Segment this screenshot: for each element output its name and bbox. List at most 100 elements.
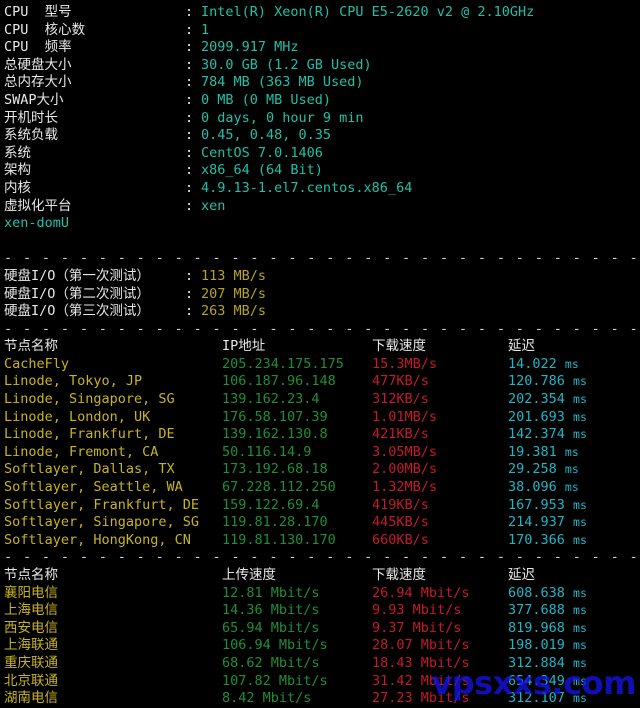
cell-node: Softlayer, Frankfurt, DE bbox=[4, 496, 200, 513]
latency-value: 202.354 bbox=[508, 391, 565, 408]
cell-latency: 38.096 ms bbox=[508, 479, 579, 497]
latency-unit: ms bbox=[564, 462, 579, 477]
sysinfo-value: x86_64 (64 Bit) bbox=[201, 162, 323, 179]
cell-latency: 29.258 ms bbox=[508, 461, 579, 479]
sysinfo-row: 总硬盘大小:30.0 GB (1.2 GB Used) bbox=[4, 57, 640, 75]
cell-node: Softlayer, HongKong, CN bbox=[4, 531, 191, 548]
cell-ip: 50.116.14.9 bbox=[222, 443, 312, 460]
cell-node: 北京联通 bbox=[4, 672, 58, 689]
virtualization-extra-row: xen-domU bbox=[4, 215, 640, 233]
cell-node: 西安电信 bbox=[4, 619, 58, 636]
latency-unit: ms bbox=[573, 585, 587, 600]
cell-download: 312KB/s bbox=[372, 391, 429, 408]
cell-upload: 68.62 Mbit/s bbox=[222, 654, 320, 671]
cell-latency: 608.638 ms bbox=[508, 585, 587, 603]
disk-io-value: 207 MB/s bbox=[201, 285, 267, 302]
header-download-speed: 下载速度 bbox=[372, 567, 426, 583]
cell-download: 27.23 Mbit/s bbox=[372, 690, 470, 707]
sysinfo-row: 开机时长:0 days, 0 hour 9 min bbox=[4, 110, 640, 128]
sysinfo-row: CPU 频率:2099.917 MHz bbox=[4, 39, 640, 57]
sysinfo-value: 0 MB (0 MB Used) bbox=[201, 91, 332, 108]
cell-ip: 205.234.175.175 bbox=[222, 355, 344, 372]
sysinfo-row: 系统负载:0.45, 0.48, 0.35 bbox=[4, 127, 640, 145]
latency-value: 198.019 bbox=[508, 637, 565, 654]
latency-value: 19.381 bbox=[508, 443, 557, 460]
disk-io-row: 硬盘I/O（第一次测试）:113 MB/s bbox=[4, 268, 640, 286]
latency-value: 214.937 bbox=[508, 514, 565, 531]
latency-unit: ms bbox=[573, 515, 587, 530]
latency-value: 170.366 bbox=[508, 531, 565, 548]
table-row: Linode, Singapore, SG 139.162.23.4 312KB/s… bbox=[4, 391, 640, 409]
disk-io-label: 硬盘I/O（第二次测试） bbox=[4, 285, 150, 302]
sysinfo-label: 总硬盘大小 bbox=[4, 56, 72, 73]
sysinfo-colon: : bbox=[185, 74, 194, 91]
cell-ip: 176.58.107.39 bbox=[222, 408, 328, 425]
header-upload-speed: 上传速度 bbox=[222, 567, 276, 583]
latency-unit: ms bbox=[573, 673, 587, 688]
disk-io-value: 263 MB/s bbox=[201, 303, 267, 320]
cell-latency: 312.884 ms bbox=[508, 655, 587, 673]
sysinfo-label: 系统 bbox=[4, 144, 31, 161]
cell-ip: 106.187.96.148 bbox=[222, 373, 336, 390]
cell-download: 477KB/s bbox=[372, 373, 429, 390]
disk-io-row: 硬盘I/O（第二次测试）:207 MB/s bbox=[4, 286, 640, 304]
latency-value: 312.107 bbox=[508, 690, 565, 707]
sysinfo-value: 4.9.13-1.el7.centos.x86_64 bbox=[201, 179, 413, 196]
sysinfo-row: 系统: CentOS 7.0.1406 bbox=[4, 145, 640, 163]
sysinfo-label: CPU 型号 bbox=[4, 4, 72, 20]
sysinfo-value: Intel(R) Xeon(R) CPU E5-2620 v2 @ 2.10GH… bbox=[201, 4, 535, 20]
cell-node: Linode, Tokyo, JP bbox=[4, 373, 143, 390]
cell-download: 31.42 Mbit/s bbox=[372, 672, 470, 689]
cell-download: 26.94 Mbit/s bbox=[372, 584, 470, 601]
header-latency: 延迟 bbox=[508, 567, 535, 583]
sysinfo-row: 总内存大小:784 MB (363 MB Used) bbox=[4, 74, 640, 92]
cell-download: 28.07 Mbit/s bbox=[372, 637, 470, 654]
system-info-block: CPU 型号: Intel(R) Xeon(R) CPU E5-2620 v2 @… bbox=[4, 4, 640, 233]
sysinfo-colon: : bbox=[185, 109, 194, 126]
table-row: Linode, Tokyo, JP 106.187.96.148 477KB/s 12… bbox=[4, 373, 640, 391]
sysinfo-value: xen bbox=[201, 197, 226, 214]
cell-download: 3.05MB/s bbox=[372, 443, 438, 460]
cell-upload: 65.94 Mbit/s bbox=[222, 619, 320, 636]
cell-ip: 67.228.112.250 bbox=[222, 479, 336, 496]
sysinfo-row: 虚拟化平台: xen bbox=[4, 198, 640, 216]
sysinfo-colon: : bbox=[185, 144, 194, 161]
table-row: 襄阳电信 12.81 Mbit/s 26.94 Mbit/s 608.638 ms bbox=[4, 585, 640, 603]
latency-value: 38.096 bbox=[508, 479, 557, 496]
cell-latency: 819.968 ms bbox=[508, 620, 587, 638]
cell-node: CacheFly bbox=[4, 355, 70, 372]
cell-upload: 12.81 Mbit/s bbox=[222, 584, 320, 601]
sysinfo-value: 30.0 GB (1.2 GB Used) bbox=[201, 56, 372, 73]
cell-latency: 167.953 ms bbox=[508, 497, 587, 515]
cell-ip: 139.162.23.4 bbox=[222, 391, 320, 408]
disk-io-colon: : bbox=[185, 267, 194, 284]
sysinfo-value: CentOS 7.0.1406 bbox=[201, 144, 323, 161]
table-row: Softlayer, Singapore, SG 119.81.28.170 445… bbox=[4, 514, 640, 532]
cell-ip: 119.81.130.170 bbox=[222, 531, 336, 548]
latency-unit: ms bbox=[573, 638, 587, 653]
header-ip-address: IP地址 bbox=[222, 338, 266, 355]
latency-value: 142.374 bbox=[508, 426, 565, 443]
sysinfo-label: 内核 bbox=[4, 179, 31, 196]
cell-upload: 14.36 Mbit/s bbox=[222, 602, 320, 619]
table-header-row: 节点名称 IP地址 下载速度 延迟 bbox=[4, 338, 640, 356]
header-download-speed: 下载速度 bbox=[372, 338, 426, 355]
cell-latency: 377.688 ms bbox=[508, 602, 587, 620]
cell-download: 1.32MB/s bbox=[372, 479, 438, 496]
table-row: Linode, London, UK 176.58.107.39 1.01MB/s 2… bbox=[4, 409, 640, 427]
table-row: 湖南电信 8.42 Mbit/s 27.23 Mbit/s 312.107 ms bbox=[4, 690, 640, 708]
cell-download: 9.93 Mbit/s bbox=[372, 602, 462, 619]
latency-value: 608.638 bbox=[508, 584, 565, 601]
sysinfo-value: 784 MB (363 MB Used) bbox=[201, 74, 364, 91]
latency-value: 312.884 bbox=[508, 654, 565, 671]
latency-unit: ms bbox=[573, 427, 587, 442]
latency-value: 654.349 bbox=[508, 672, 565, 689]
sysinfo-colon: : bbox=[185, 4, 194, 20]
latency-unit: ms bbox=[564, 444, 579, 459]
sysinfo-colon: : bbox=[185, 179, 194, 196]
sysinfo-label: CPU 频率 bbox=[4, 39, 72, 56]
table-row: Softlayer, Frankfurt, DE 159.122.69.4 419K… bbox=[4, 497, 640, 515]
cell-latency: 120.786 ms bbox=[508, 373, 587, 391]
disk-io-label: 硬盘I/O（第一次测试） bbox=[4, 267, 150, 284]
cell-latency: 202.354 ms bbox=[508, 391, 587, 409]
